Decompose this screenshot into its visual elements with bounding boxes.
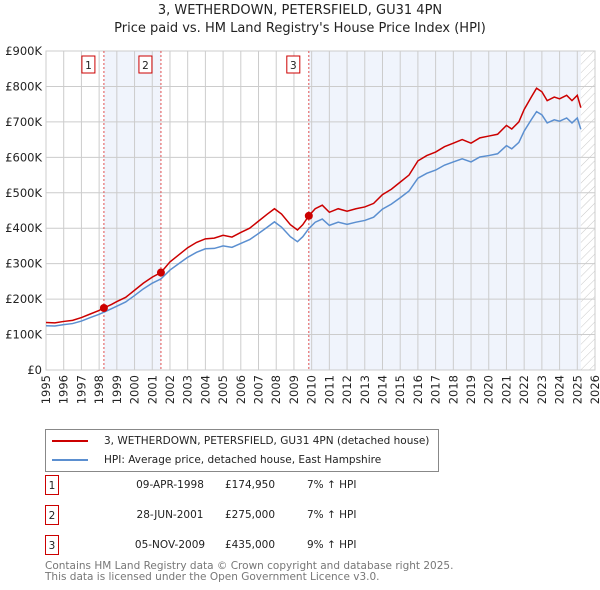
x-tick-label: 2022 [517,375,531,404]
sale-date: 09-APR-1998 [136,479,204,491]
legend-swatch-red [52,440,88,442]
sale-badge: 1 [45,475,59,495]
sale-hpi-diff: 7% ↑ HPI [307,479,357,491]
sale-price: £435,000 [224,539,276,551]
y-tick-label: £0 [27,363,42,377]
x-tick-label: 2009 [287,375,301,404]
x-tick-label: 2011 [322,375,336,404]
hpi-line [45,110,582,327]
x-tick-label: 2012 [340,375,354,404]
x-tick-label: 1998 [92,375,106,404]
x-tick-label: 2002 [163,375,177,404]
x-tick-label: 1996 [57,375,71,404]
x-tick-label: 1999 [110,375,124,404]
sale-price: £174,950 [224,479,276,491]
plot-border [45,50,596,371]
x-tick-label: 2026 [588,375,600,404]
y-tick-label: £600K [5,150,42,164]
legend-label: HPI: Average price, detached house, East… [104,454,382,466]
chart-subtitle: Price paid vs. HM Land Registry's House … [114,21,486,36]
sale-badge: 2 [45,505,59,525]
sale-price: £275,000 [224,509,276,521]
y-tick-label: £500K [5,186,42,200]
sale-point [156,268,165,277]
x-tick-label: 1997 [74,375,88,404]
sale-date: 28-JUN-2001 [136,509,204,521]
x-tick-label: 2001 [145,375,159,404]
x-tick-label: 2003 [181,375,195,404]
x-tick-label: 1995 [39,375,53,404]
footer-licence: This data is licensed under the Open Gov… [45,571,380,583]
footer-copyright: Contains HM Land Registry data © Crown c… [45,560,454,572]
x-tick-label: 2004 [198,375,212,404]
legend-item-price: 3, WETHERDOWN, PETERSFIELD, GU31 4PN (de… [52,435,429,447]
y-tick-label: £200K [5,292,42,306]
y-tick-label: £100K [5,328,42,342]
y-tick-label: £400K [5,221,42,235]
x-tick-label: 2019 [464,375,478,404]
x-tick-label: 2020 [482,375,496,404]
x-tick-label: 2024 [553,375,567,404]
legend: 3, WETHERDOWN, PETERSFIELD, GU31 4PN (de… [45,429,439,472]
x-tick-label: 2010 [305,375,319,404]
sale-point [99,303,108,312]
legend-item-hpi: HPI: Average price, detached house, East… [52,454,381,466]
plot-area: 1995 1996 1997 1998 1999 2000 2001 2002 2003 2004… [5,44,600,404]
x-tick-label: 2018 [446,375,460,404]
x-tick-label: 2005 [216,375,230,404]
sale-date: 05-NOV-2009 [134,539,206,551]
sale-hpi-diff: 9% ↑ HPI [307,539,357,551]
x-tick-label: 2025 [570,375,584,404]
sale-label: 3 [290,60,297,72]
x-tick-label: 2016 [411,375,425,404]
x-tick-label: 2000 [128,375,142,404]
y-tick-label: £800K [5,79,42,93]
sale-point [304,211,313,220]
legend-swatch-blue [52,459,88,461]
sale-label-box [138,55,153,74]
shaded-period-1-2 [103,51,161,370]
x-tick-label: 2006 [234,375,248,404]
x-tick-label: 2013 [358,375,372,404]
sale-label-box [81,55,96,74]
x-tick-label: 2023 [535,375,549,404]
sale-label: 2 [142,60,149,72]
y-tick-label: £900K [5,44,42,58]
x-tick-label: 2015 [393,375,407,404]
x-tick-label: 2007 [252,375,266,404]
x-tick-label: 2021 [499,375,513,404]
sale-label: 1 [85,60,92,72]
sale-hpi-diff: 7% ↑ HPI [307,509,357,521]
x-tick-label: 2014 [375,375,389,404]
legend-label: 3, WETHERDOWN, PETERSFIELD, GU31 4PN (de… [104,435,430,447]
chart-title: 3, WETHERDOWN, PETERSFIELD, GU31 4PN [157,3,443,18]
price-line [45,87,582,324]
y-tick-label: £300K [5,257,42,271]
x-tick-label: 2008 [269,375,283,404]
shaded-period-3 [308,51,581,370]
y-tick-label: £700K [5,115,42,129]
sale-label-box [286,55,301,74]
sale-badge: 3 [45,535,59,555]
x-tick-label: 2017 [429,375,443,404]
future-hatch [580,51,595,370]
